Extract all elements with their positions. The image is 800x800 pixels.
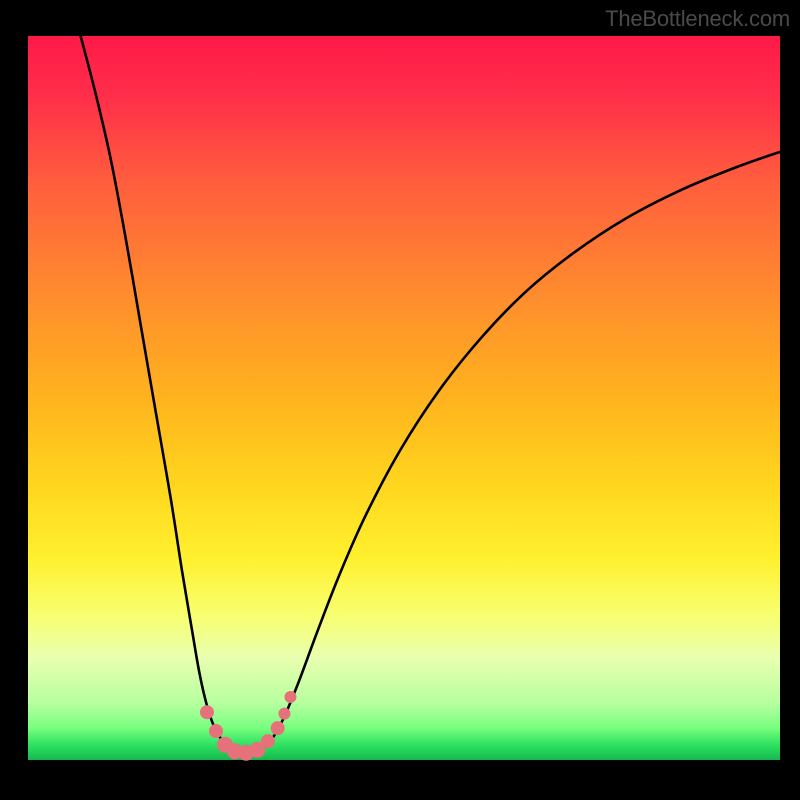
chart-container: TheBottleneck.com — [0, 0, 800, 800]
marker-point — [284, 691, 296, 703]
marker-point — [209, 724, 223, 738]
marker-point — [261, 734, 275, 748]
watermark-label: TheBottleneck.com — [605, 6, 790, 32]
marker-point — [271, 721, 285, 735]
marker-point — [200, 705, 214, 719]
bottleneck-chart — [0, 0, 800, 800]
plot-background — [28, 36, 780, 760]
marker-point — [278, 708, 290, 720]
